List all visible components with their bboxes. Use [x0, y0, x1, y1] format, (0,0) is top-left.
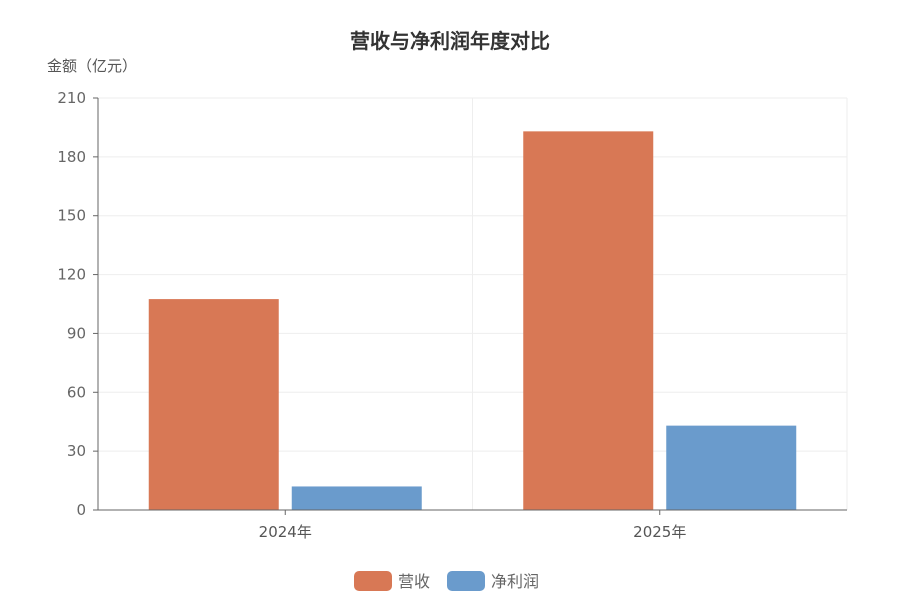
- bar-net-profit-0[interactable]: [291, 486, 422, 510]
- y-axis-label: 金额（亿元）: [47, 57, 137, 75]
- x-tick-label: 2025年: [633, 523, 686, 541]
- y-tick-label: 30: [67, 442, 86, 460]
- y-tick-label: 60: [67, 383, 86, 401]
- legend-swatch-net-profit[interactable]: [447, 571, 485, 591]
- bar-net-profit-1[interactable]: [666, 425, 797, 510]
- legend-swatch-revenue[interactable]: [354, 571, 392, 591]
- y-tick-label: 120: [57, 266, 86, 284]
- y-tick-label: 180: [57, 148, 86, 166]
- legend-label-net-profit[interactable]: 净利润: [491, 572, 539, 591]
- chart-title: 营收与净利润年度对比: [350, 29, 550, 53]
- y-tick-label: 0: [76, 501, 86, 519]
- legend-label-revenue[interactable]: 营收: [398, 572, 430, 591]
- bars: [148, 131, 797, 510]
- y-tick-label: 210: [57, 89, 86, 107]
- bar-revenue-1[interactable]: [523, 131, 654, 510]
- axes: 0 30 60 90 120 150 180 210 2024年 2025年: [57, 89, 847, 541]
- bar-revenue-0[interactable]: [148, 299, 279, 510]
- x-tick-label: 2024年: [259, 523, 312, 541]
- legend: 营收 净利润: [354, 571, 539, 591]
- y-tick-label: 150: [57, 207, 86, 225]
- y-tick-label: 90: [67, 324, 86, 342]
